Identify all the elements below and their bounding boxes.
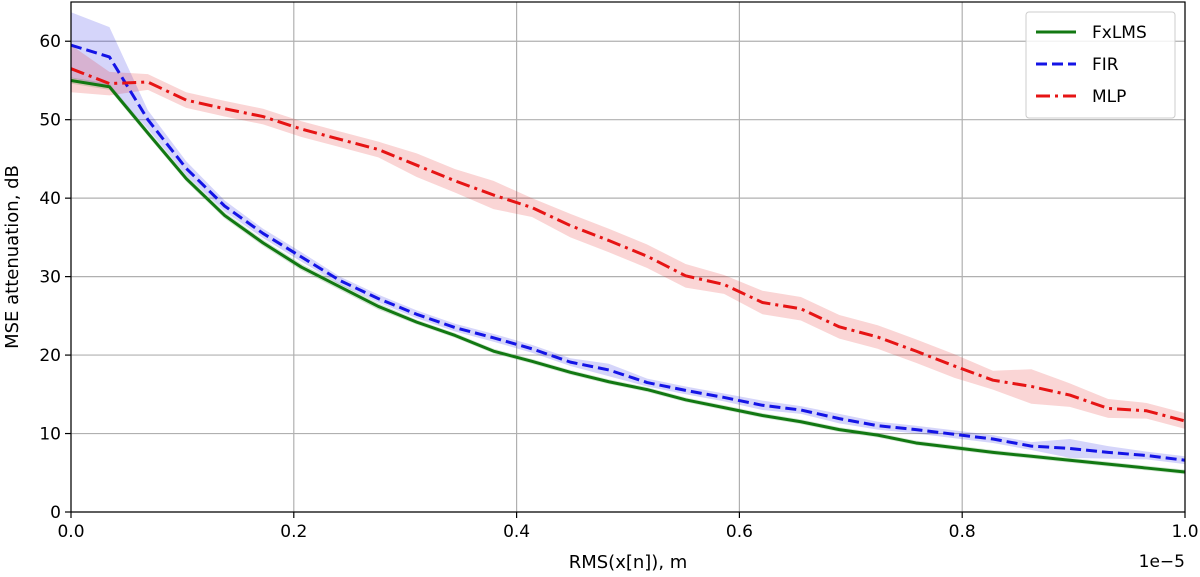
x-axis-label: RMS(x[n]), m [569,552,688,573]
legend-label-fir: FIR [1092,55,1119,75]
y-tick-label: 40 [39,189,61,209]
y-tick-label: 30 [39,268,61,288]
x-tick-label: 0.2 [280,522,307,542]
x-tick-label: 0.0 [57,522,84,542]
x-tick-label: 0.6 [726,522,753,542]
series-lines [70,43,1186,474]
legend-label-fxlms: FxLMS [1092,23,1147,43]
x-tick-label: 0.8 [949,522,976,542]
axis-ticks: 0.0 0.2 0.4 0.6 0.8 1.0 0 10 20 30 40 50 60 [39,32,1198,542]
y-axis-label: MSE attenuation, dB [2,165,23,349]
y-tick-label: 60 [39,32,61,52]
y-tick-label: 20 [39,346,61,366]
legend: FxLMS FIR MLP [1025,11,1176,119]
x-tick-label: 0.4 [503,522,530,542]
mlp-series-line [70,67,1186,423]
y-tick-label: 10 [39,425,61,445]
y-tick-label: 50 [39,111,61,131]
fir-series-line [70,43,1186,462]
legend-label-mlp: MLP [1092,87,1126,107]
x-tick-label: 1.0 [1171,522,1198,542]
plot-frame [70,1,1186,513]
y-tick-label: 0 [50,503,61,523]
fxlms-series-line [70,78,1186,474]
fxlms-confidence-band [71,77,1185,475]
fir-confidence-band [71,12,1185,465]
legend-box [1025,11,1176,119]
x-axis-offset-text: 1e−5 [1139,552,1185,572]
confidence-bands [71,12,1185,475]
